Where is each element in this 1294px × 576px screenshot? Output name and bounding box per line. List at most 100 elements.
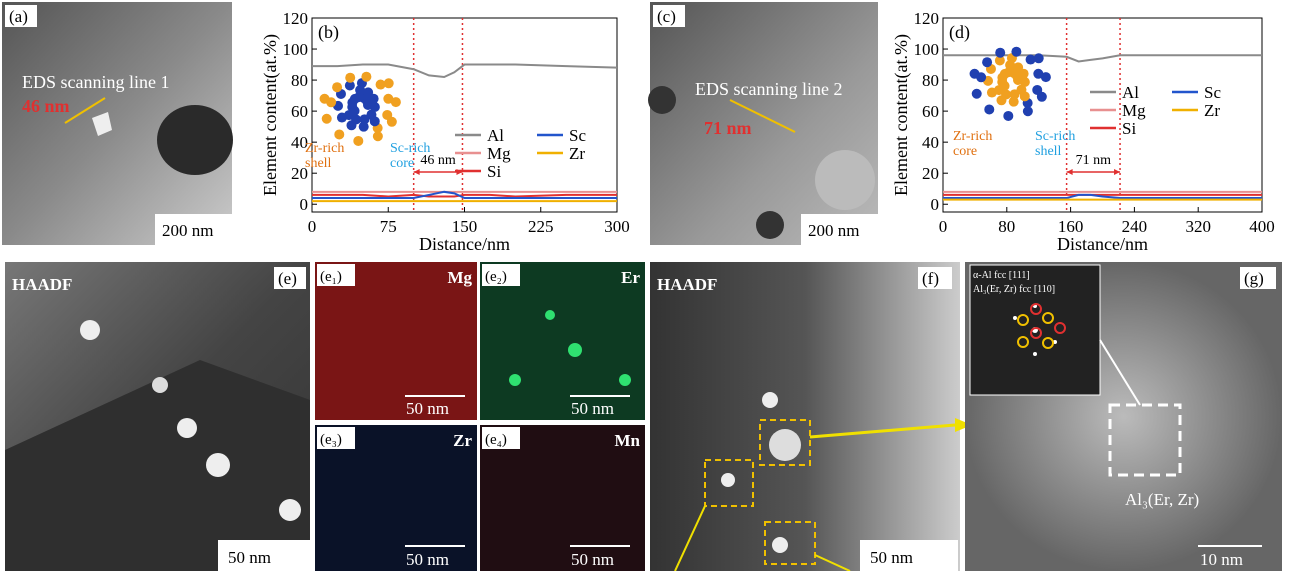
inset-label: Zr-rich [305,141,344,156]
element-label: Er [621,268,640,287]
panel-label: (e₁) [320,269,342,285]
atom [1041,72,1051,82]
scan-line-label: EDS scanning line 1 [22,72,169,92]
panel-c: (c) EDS scanning line 2 71 nm 200 nm [648,2,878,245]
inset-label: shell [1035,144,1062,159]
scale-bar-label: 10 nm [1200,550,1243,569]
y-tick-label: 120 [283,9,309,28]
legend-label: Mg [487,144,511,163]
atom [976,72,986,82]
x-tick-label: 225 [528,217,554,236]
panel-f: HAADF (f) 50 nm [650,262,972,571]
atom [370,116,380,126]
x-tick-label: 320 [1185,217,1211,236]
atom [1020,91,1030,101]
atom [334,129,344,139]
atom [1009,97,1019,107]
x-tick-label: 75 [380,217,397,236]
inset-label: core [390,156,414,171]
atom [326,97,336,107]
legend-label: Si [487,162,501,181]
legend-label: Zr [569,144,585,163]
atom [384,78,394,88]
legend-label: Mg [1122,101,1146,120]
atom [987,88,997,98]
atom [1011,47,1021,57]
panel-label: (g) [1244,269,1264,288]
inset-label: Sc-rich [1035,129,1075,144]
y-tick-label: 80 [291,71,308,90]
atom [346,120,356,130]
atom [345,73,355,83]
y-tick-label: 60 [291,102,308,121]
x-tick-label: 0 [939,217,948,236]
panel-label: (b) [318,22,339,43]
phase-label: Al₃(Er, Zr) [1125,490,1199,509]
x-tick-label: 300 [604,217,630,236]
scale-bar-label: 50 nm [406,399,449,418]
panel-label: (f) [922,269,939,288]
y-tick-label: 0 [300,195,309,214]
atom [337,113,347,123]
atom [984,104,994,114]
atom [353,136,363,146]
legend-label: Al [487,126,504,145]
atom [1005,60,1015,70]
inset-label: core [953,144,977,159]
data-line [312,195,617,197]
atom [996,95,1006,105]
x-tick-label: 80 [998,217,1015,236]
y-tick-label: 60 [922,102,939,121]
scale-bar-label: 200 nm [162,221,213,240]
size-label: 46 nm [22,96,70,116]
inset-label: shell [305,156,332,171]
y-tick-label: 100 [914,40,940,59]
y-tick-label: 40 [922,133,939,152]
panel-label: (e₄) [485,432,507,448]
y-tick-label: 80 [922,71,939,90]
scale-bar-label: 50 nm [870,548,913,567]
panel-label: (a) [9,7,28,26]
x-axis-label: Distance/nm [1057,234,1148,254]
legend-label: Zr [1204,101,1220,120]
y-axis-label: Element content(at.%) [260,34,281,196]
dimension-label: 71 nm [1076,153,1112,168]
atom [359,122,369,132]
arrow-head [414,169,420,175]
atom [355,85,365,95]
legend-label: Sc [1204,83,1221,102]
x-axis-label: Distance/nm [419,234,510,254]
panel-g: α-Al fcc [111] Al₃(Er, Zr) fcc [110] Al₃… [965,262,1282,571]
fft-label: α-Al fcc [111] [973,270,1030,281]
y-axis-label: Element content(at.%) [891,34,912,196]
y-tick-label: 0 [931,195,940,214]
element-label: Mn [615,431,641,450]
panel-label: (d) [949,22,970,43]
panel-label: (e₂) [485,269,507,285]
y-tick-label: 100 [283,40,309,59]
y-tick-label: 20 [922,164,939,183]
atom [387,117,397,127]
panel-a: (a) EDS scanning line 1 46 nm 200 nm [2,2,233,245]
atom [1034,53,1044,63]
scan-line-label: EDS scanning line 2 [695,79,842,99]
atom [373,131,383,141]
mode-label: HAADF [12,275,72,294]
atom [332,82,342,92]
y-tick-label: 120 [914,9,940,28]
scale-bar-label: 200 nm [808,221,859,240]
mode-label: HAADF [657,275,717,294]
atom [1000,81,1010,91]
panel-label: (c) [657,7,676,26]
fft-label: Al₃(Er, Zr) fcc [110] [973,284,1055,295]
panel-label: (e₃) [320,432,342,448]
panel-e-maps: (e₁) (e₂) (e₃) (e₄) Mg Er Zr Mn 50 nm 50… [315,262,645,571]
inset-label: Sc-rich [390,141,430,156]
atom [995,48,1005,58]
atom [1023,106,1033,116]
atom [1037,92,1047,102]
scale-bar-label: 50 nm [571,550,614,569]
legend-label: Si [1122,119,1136,138]
arrow-head [1114,169,1120,175]
element-label: Zr [453,431,472,450]
